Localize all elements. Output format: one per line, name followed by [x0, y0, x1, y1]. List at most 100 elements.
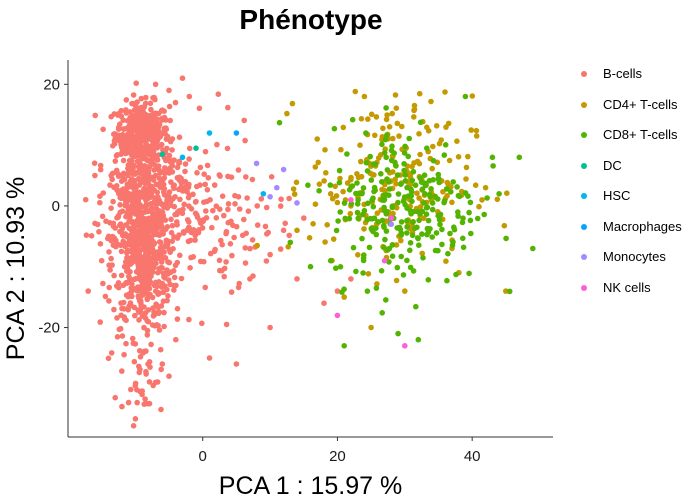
- point-b-cells: [118, 195, 125, 202]
- point-cd4-t-cells: [340, 188, 346, 195]
- point-b-cells: [137, 366, 143, 373]
- point-cd4-t-cells: [454, 138, 460, 144]
- point-cd8-t-cells: [447, 230, 453, 237]
- point-cd4-t-cells: [357, 142, 363, 148]
- point-b-cells: [131, 304, 138, 311]
- point-cd8-t-cells: [409, 198, 415, 205]
- point-b-cells: [164, 267, 170, 273]
- point-b-cells: [221, 212, 227, 219]
- point-cd4-t-cells: [314, 136, 321, 142]
- point-b-cells: [136, 348, 143, 354]
- point-b-cells: [114, 334, 121, 340]
- point-b-cells: [120, 117, 126, 123]
- point-cd4-t-cells: [316, 181, 323, 187]
- point-b-cells: [99, 213, 106, 220]
- point-b-cells: [121, 314, 127, 320]
- point-cd8-t-cells: [429, 234, 436, 240]
- point-b-cells: [280, 227, 287, 234]
- point-cd8-t-cells: [379, 217, 386, 224]
- point-cd4-t-cells: [324, 222, 331, 228]
- point-cd4-t-cells: [341, 294, 348, 300]
- point-cd8-t-cells: [417, 210, 423, 217]
- point-b-cells: [144, 290, 151, 297]
- point-cd4-t-cells: [358, 158, 364, 165]
- point-cd8-t-cells: [433, 230, 440, 236]
- point-cd8-t-cells: [450, 239, 456, 245]
- point-cd8-t-cells: [445, 250, 451, 257]
- point-b-cells: [143, 201, 150, 208]
- point-b-cells: [141, 324, 147, 331]
- point-b-cells: [146, 285, 153, 292]
- point-cd8-t-cells: [455, 209, 461, 215]
- point-b-cells: [143, 145, 150, 151]
- point-monocytes: [388, 221, 395, 227]
- point-b-cells: [202, 181, 208, 188]
- point-cd4-t-cells: [416, 90, 423, 97]
- point-b-cells: [133, 153, 140, 159]
- point-b-cells: [164, 297, 170, 304]
- point-cd8-t-cells: [460, 215, 466, 221]
- point-b-cells: [154, 221, 161, 228]
- point-b-cells: [131, 186, 138, 193]
- point-b-cells: [106, 249, 112, 255]
- point-cd8-t-cells: [530, 245, 536, 252]
- point-b-cells: [168, 216, 174, 223]
- point-cd4-t-cells: [338, 146, 344, 153]
- point-b-cells: [107, 267, 113, 273]
- point-cd4-t-cells: [438, 137, 445, 143]
- point-b-cells: [120, 157, 127, 164]
- point-b-cells: [134, 387, 140, 393]
- point-b-cells: [139, 287, 146, 294]
- point-cd8-t-cells: [435, 247, 441, 254]
- point-cd4-t-cells: [476, 203, 482, 210]
- legend-label: CD8+ T-cells: [603, 127, 678, 142]
- point-b-cells: [113, 136, 120, 142]
- point-cd4-t-cells: [396, 133, 402, 139]
- point-b-cells: [156, 265, 162, 272]
- point-b-cells: [236, 280, 242, 287]
- point-cd4-t-cells: [425, 128, 432, 134]
- point-cd8-t-cells: [429, 200, 436, 206]
- y-tick-label: 0: [52, 198, 60, 215]
- point-b-cells: [128, 290, 134, 297]
- point-b-cells: [154, 181, 161, 188]
- point-cd8-t-cells: [327, 257, 334, 264]
- point-cd8-t-cells: [415, 336, 422, 343]
- point-b-cells: [142, 242, 148, 249]
- point-b-cells: [141, 401, 147, 408]
- point-b-cells: [150, 247, 156, 253]
- point-cd8-t-cells: [342, 215, 349, 222]
- point-b-cells: [123, 213, 129, 220]
- legend-swatch: [581, 132, 587, 138]
- point-b-cells: [111, 141, 118, 147]
- point-b-cells: [126, 278, 133, 284]
- point-cd4-t-cells: [375, 155, 382, 161]
- point-b-cells: [160, 231, 166, 237]
- point-cd8-t-cells: [420, 179, 427, 186]
- point-b-cells: [187, 265, 193, 271]
- point-cd8-t-cells: [341, 286, 347, 293]
- legend-swatch: [581, 193, 587, 199]
- point-monocytes: [274, 184, 280, 191]
- point-cd4-t-cells: [293, 179, 300, 186]
- point-b-cells: [138, 128, 145, 135]
- point-b-cells: [100, 280, 106, 287]
- point-b-cells: [135, 269, 141, 276]
- point-cd8-t-cells: [360, 255, 367, 261]
- point-b-cells: [166, 373, 172, 380]
- point-b-cells: [97, 241, 104, 247]
- point-cd8-t-cells: [455, 213, 461, 219]
- point-hsc: [179, 154, 186, 161]
- point-cd4-t-cells: [411, 114, 417, 120]
- point-b-cells: [128, 219, 135, 225]
- point-cd4-t-cells: [358, 173, 365, 180]
- legend-item-hsc: HSC: [577, 184, 697, 215]
- point-b-cells: [154, 127, 161, 133]
- point-cd4-t-cells: [337, 175, 343, 182]
- point-b-cells: [118, 144, 125, 151]
- point-cd4-t-cells: [393, 242, 400, 248]
- point-b-cells: [201, 199, 207, 205]
- point-b-cells: [114, 215, 120, 221]
- point-cd8-t-cells: [368, 177, 375, 183]
- point-b-cells: [241, 216, 247, 223]
